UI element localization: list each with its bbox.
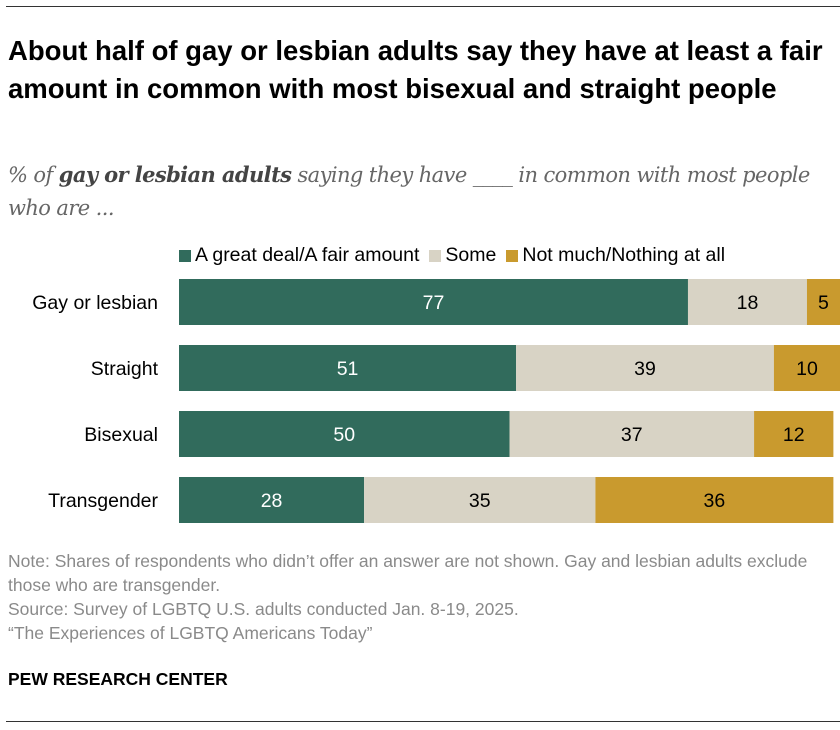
legend: A great deal/A fair amount Some Not much… xyxy=(179,244,725,267)
bar-segment xyxy=(595,477,834,523)
data-label: 28 xyxy=(261,490,283,512)
note-text: Note: Shares of respondents who didn’t o… xyxy=(8,551,808,595)
bar-segment xyxy=(687,279,807,325)
category-label: Bisexual xyxy=(84,424,158,446)
data-label: 37 xyxy=(621,424,643,446)
bar-segment xyxy=(364,477,596,523)
legend-item: Not much/Nothing at all xyxy=(506,244,725,267)
bottom-rule xyxy=(6,721,840,722)
notes: Note: Shares of respondents who didn’t o… xyxy=(8,549,828,645)
category-label: Gay or lesbian xyxy=(32,292,158,314)
bar-segment xyxy=(179,345,517,391)
bar-chart: Gay or lesbian 77 18 5 Straight 51 39 10 Bisexua… xyxy=(32,279,840,523)
legend-item: Some xyxy=(429,244,496,267)
bar-segment xyxy=(179,411,510,457)
chart-subtitle: % of gay or lesbian adults saying they h… xyxy=(8,158,828,225)
legend-swatch xyxy=(506,249,519,262)
data-label: 5 xyxy=(818,292,829,314)
legend-label: A great deal/A fair amount xyxy=(195,244,420,266)
legend-item: A great deal/A fair amount xyxy=(179,244,419,267)
data-label: 12 xyxy=(783,424,805,446)
data-label: 39 xyxy=(634,358,656,380)
source-text: Source: Survey of LGBTQ U.S. adults cond… xyxy=(8,599,519,619)
bar-segment xyxy=(516,345,774,391)
legend-label: Not much/Nothing at all xyxy=(522,244,726,266)
data-label: 36 xyxy=(704,490,726,512)
bar-segment xyxy=(179,477,365,523)
bar-segment xyxy=(773,345,840,391)
bar-segment xyxy=(754,411,834,457)
data-label: 18 xyxy=(737,292,759,314)
report-title: “The Experiences of LGBTQ Americans Toda… xyxy=(8,623,373,643)
legend-swatch xyxy=(179,249,191,262)
bar-segment xyxy=(806,279,840,325)
brand-logo: PEW RESEARCH CENTER xyxy=(8,669,228,689)
top-rule xyxy=(6,6,840,7)
subtitle-pre: % of xyxy=(8,163,59,187)
bar-segment xyxy=(179,279,688,325)
data-label: 35 xyxy=(469,490,491,512)
bar-segment xyxy=(509,411,755,457)
data-label: 10 xyxy=(796,358,818,380)
data-label: 77 xyxy=(423,292,445,314)
category-label: Straight xyxy=(91,358,159,380)
subtitle-bold: gay or lesbian adults xyxy=(58,162,292,187)
legend-label: Some xyxy=(445,244,497,266)
data-label: 50 xyxy=(333,424,355,446)
chart-title: About half of gay or lesbian adults say … xyxy=(8,35,823,104)
category-label: Transgender xyxy=(48,490,158,512)
legend-swatch xyxy=(429,249,442,262)
data-label: 51 xyxy=(337,358,359,380)
subtitle-post: saying they have ____ in common with mos… xyxy=(8,163,810,220)
